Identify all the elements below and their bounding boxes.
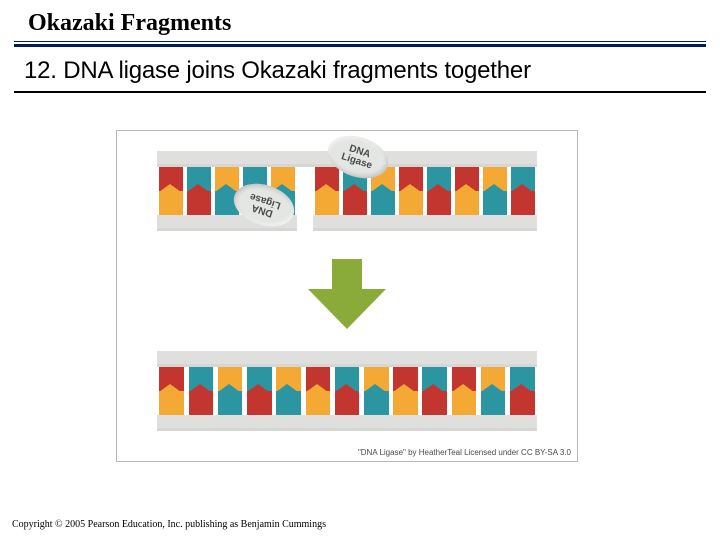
dna-strand-joined [157, 351, 537, 431]
base-pair [479, 367, 508, 415]
base-pair [332, 367, 361, 415]
page-title: Okazaki Fragments [0, 0, 720, 41]
base-pair [509, 167, 537, 215]
base-pair [420, 367, 449, 415]
base-pair [453, 167, 481, 215]
base-pair [245, 367, 274, 415]
base-pair [391, 367, 420, 415]
base-pair [362, 367, 391, 415]
backbone-top [157, 351, 537, 367]
base-pair [157, 367, 186, 415]
base-pair [157, 167, 185, 215]
base-pair [274, 367, 303, 415]
base-pair [449, 367, 478, 415]
base-pair [185, 167, 213, 215]
copyright: Copyright © 2005 Pearson Education, Inc.… [12, 519, 326, 530]
backbone-bottom [313, 215, 537, 231]
base-pair [303, 367, 332, 415]
base-pair [481, 167, 509, 215]
base-pair [508, 367, 537, 415]
figure: DNA Ligase DNA Ligase "DNA Ligase" by He… [116, 130, 578, 462]
base-pair [425, 167, 453, 215]
base-pair [215, 367, 244, 415]
divider-black [14, 91, 706, 93]
subtitle: 12. DNA ligase joins Okazaki fragments t… [0, 47, 720, 91]
arrow-down-icon [304, 259, 390, 329]
figure-credit: "DNA Ligase" by HeatherTeal Licensed und… [358, 448, 571, 457]
backbone-bottom [157, 415, 537, 431]
base-pairs [157, 367, 537, 415]
divider-thin [14, 41, 706, 42]
base-pair [397, 167, 425, 215]
base-pair [313, 167, 341, 215]
base-pair [186, 367, 215, 415]
